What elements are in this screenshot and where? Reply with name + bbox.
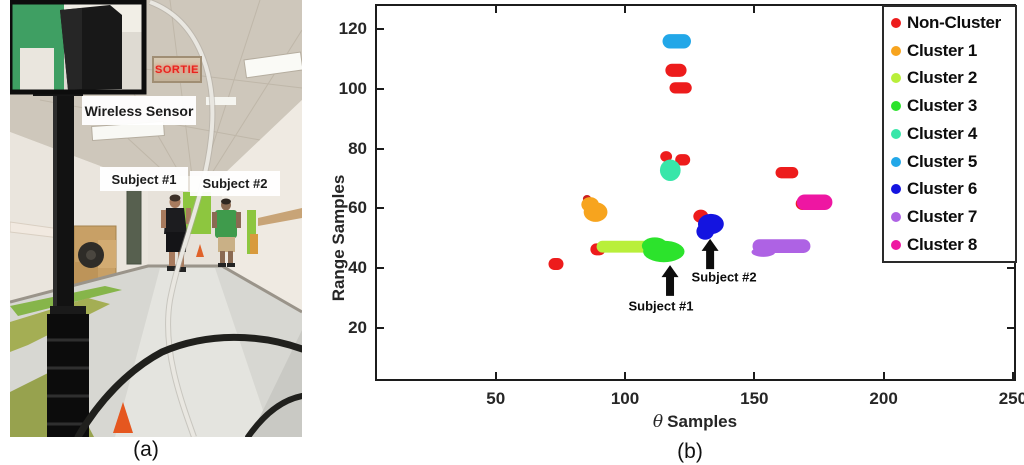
x-tick [624, 372, 627, 379]
floor-reflection [115, 268, 272, 437]
x-tick [494, 372, 497, 379]
legend-marker-icon [891, 45, 901, 56]
legend-marker-icon [891, 101, 901, 112]
white-cable [149, 0, 215, 437]
ceiling-light [243, 51, 302, 79]
legend-label: Cluster 2 [907, 68, 978, 88]
subject2-label: Subject #2 [190, 171, 280, 196]
right-wall [222, 100, 302, 312]
y-tick [377, 147, 384, 150]
legend-label: Cluster 5 [907, 151, 978, 171]
y-tick [377, 326, 384, 329]
y-tick [377, 267, 384, 270]
x-tick-top [753, 6, 756, 13]
legend-marker-icon [891, 240, 901, 250]
yellow-pillar [250, 234, 258, 254]
x-axis-label: θ Samples [652, 412, 738, 432]
y-tick [377, 88, 384, 91]
floor-shade [250, 330, 302, 437]
legend-label: Cluster 3 [907, 96, 978, 116]
large-cone [113, 402, 133, 433]
legend-marker-icon [891, 17, 901, 28]
legend-label: Cluster 7 [907, 207, 978, 227]
x-tick-label: 150 [740, 389, 769, 408]
ceiling-light [206, 97, 236, 105]
x-tick [1011, 372, 1014, 379]
hallway-photo: SORTIE Wireless Sensor Subject #1 Subjec… [10, 0, 302, 437]
handrail-right [258, 208, 302, 226]
baseboard [10, 264, 302, 314]
y-tick [377, 28, 384, 31]
inset-border [10, 0, 147, 95]
annotation-text: Subject #2 [691, 269, 757, 285]
legend-item: Cluster 2 [884, 65, 1015, 91]
y-tick-right [1007, 326, 1014, 329]
x-tick-label: 250 [998, 389, 1024, 408]
legend-item: Cluster 6 [884, 176, 1015, 202]
x-tick-top [494, 6, 497, 13]
legend-label: Non-Cluster [907, 12, 1001, 32]
caption-a: (a) [133, 438, 159, 461]
green-accent-strip [247, 210, 256, 254]
legend-item: Cluster 8 [884, 232, 1015, 258]
legend-marker-icon [891, 156, 901, 167]
y-tick-label: 100 [338, 79, 367, 99]
y-tick [377, 207, 384, 210]
x-tick-label: 200 [869, 389, 898, 408]
legend-label: Cluster 1 [907, 40, 978, 60]
legend-item: Non-Cluster [884, 10, 1015, 36]
legend-marker-icon [891, 128, 901, 139]
y-tick-label: 120 [338, 19, 367, 39]
theta-symbol: θ [652, 412, 664, 432]
y-axis-label: Range Samples [329, 174, 348, 302]
legend-label: Cluster 4 [907, 123, 978, 143]
doorway [126, 189, 142, 265]
legend-item: Cluster 5 [884, 149, 1015, 175]
y-tick-label: 20 [348, 317, 367, 337]
legend-item: Cluster 7 [884, 204, 1015, 230]
annotation-text: Subject #1 [628, 298, 694, 314]
y-tick-right [1007, 267, 1014, 270]
y-tick-label: 40 [348, 258, 367, 278]
y-tick-label: 60 [348, 198, 367, 218]
legend-item: Cluster 4 [884, 121, 1015, 147]
legend-marker-icon [891, 184, 901, 195]
x-tick-top [624, 6, 627, 13]
wireless-sensor-label: Wireless Sensor [82, 96, 196, 125]
inset-bracket [20, 48, 54, 90]
legend-label: Cluster 6 [907, 179, 978, 199]
sensor-inset [10, 0, 147, 95]
x-tick-label: 100 [610, 389, 640, 408]
legend-label: Cluster 8 [907, 235, 978, 254]
exit-sign: SORTIE [152, 56, 202, 83]
small-cone [196, 244, 204, 257]
caption-b: (b) [677, 440, 703, 463]
x-tick-label: 50 [486, 389, 506, 408]
legend-item: Cluster 1 [884, 38, 1015, 64]
legend: Non-Cluster Cluster 1 Cluster 2 Cluster 3 Cl… [882, 5, 1017, 263]
subject-2-person [212, 198, 241, 267]
legend-marker-icon [891, 212, 901, 223]
x-tick [882, 372, 885, 379]
hallway-scene [10, 0, 302, 437]
floor-cable-2 [245, 393, 302, 437]
legend-marker-icon [891, 73, 901, 84]
y-tick-label: 80 [348, 138, 367, 158]
x-tick [753, 372, 756, 379]
subject1-label: Subject #1 [100, 167, 188, 191]
floor-cable [74, 333, 302, 437]
legend-item: Cluster 3 [884, 93, 1015, 119]
